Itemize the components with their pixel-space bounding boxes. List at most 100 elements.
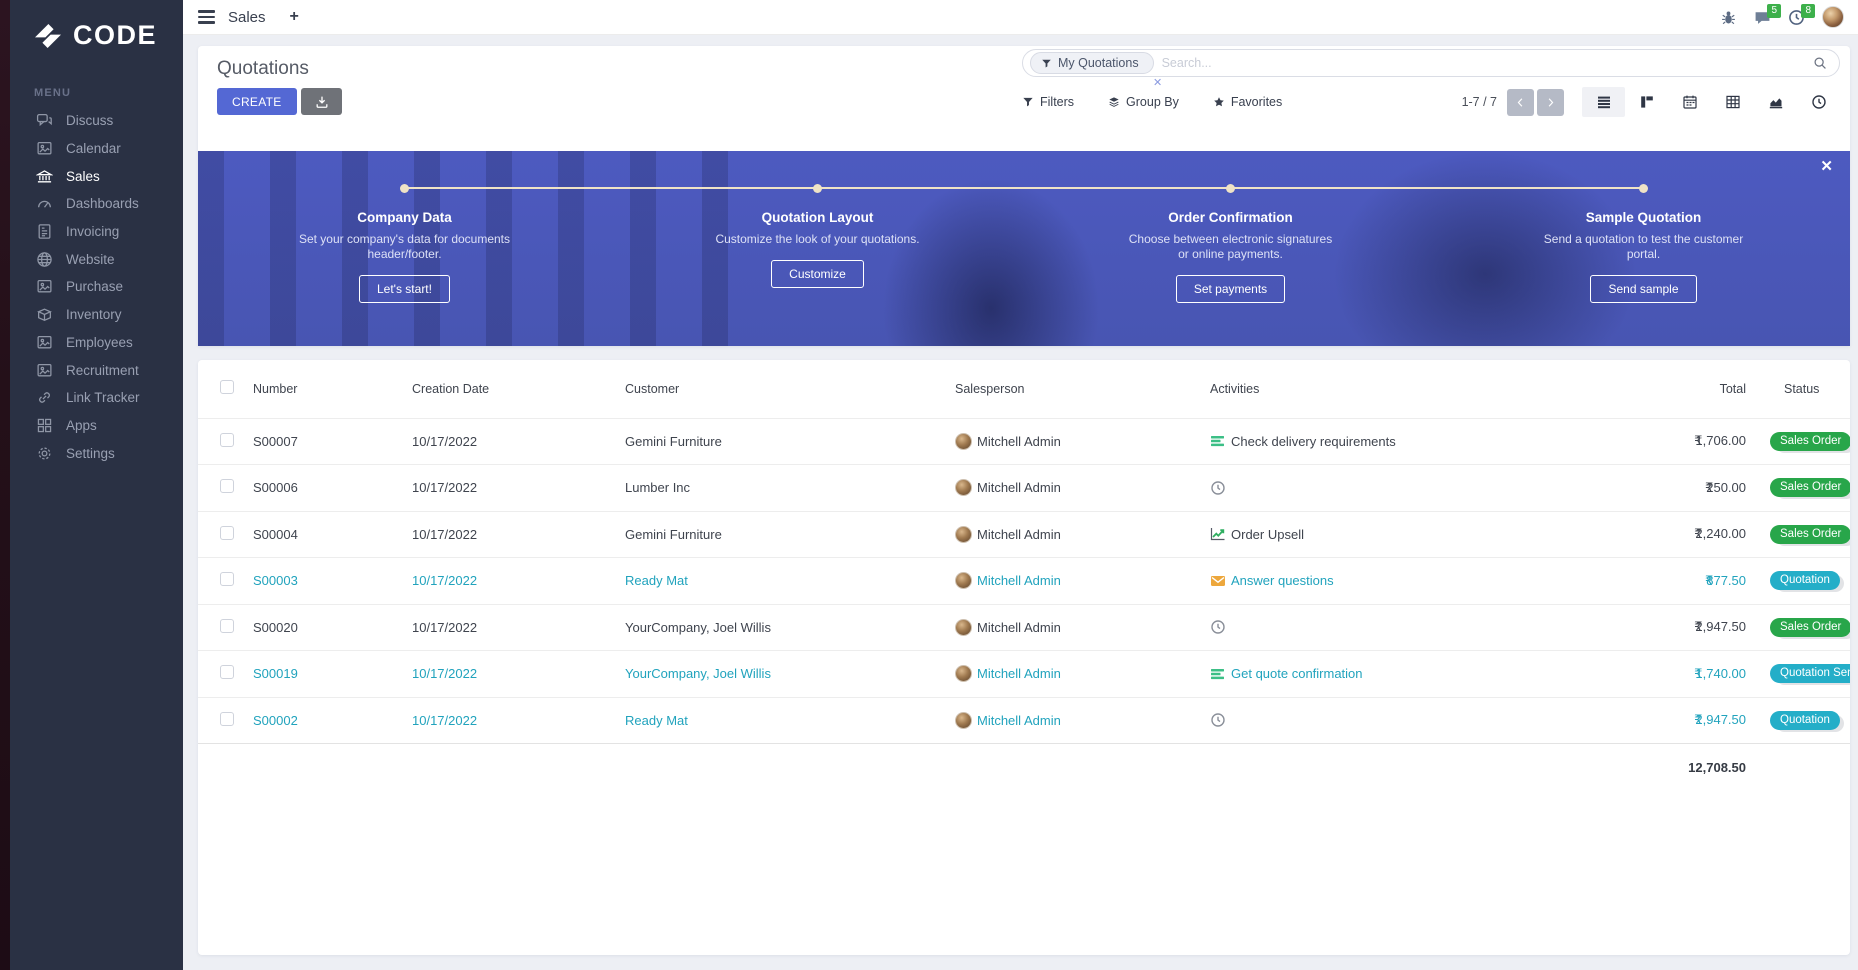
amount-value: 250.00 — [1706, 479, 1746, 495]
sidebar-item-calendar[interactable]: Calendar — [10, 135, 183, 163]
row-checkbox[interactable] — [220, 572, 234, 587]
window-edge-strip — [0, 0, 10, 970]
quotations-table: Number Creation Date Customer Salesperso… — [198, 360, 1850, 791]
activity-clock-icon[interactable]: 8 — [1788, 3, 1815, 26]
sidebar-item-sales[interactable]: Sales — [10, 162, 183, 190]
table-row[interactable]: S00006 10/17/2022 Lumber Inc Mitchell Ad… — [198, 464, 1850, 511]
favorites-label: Favorites — [1230, 95, 1283, 109]
step-action-button[interactable]: Send sample — [1590, 275, 1697, 303]
favorites-button[interactable]: Favorites — [1213, 95, 1282, 109]
app-title[interactable]: Sales — [228, 8, 266, 26]
create-button[interactable]: CREATE — [217, 88, 297, 115]
onboarding-step-quotation-layout: Quotation Layout Customize the look of y… — [611, 151, 1024, 303]
column-header-customer[interactable]: Customer — [625, 381, 680, 396]
cell-activity: Get quote confirmation — [1210, 650, 1510, 697]
quotations-table-panel: Number Creation Date Customer Salesperso… — [198, 360, 1850, 955]
facet-remove-icon[interactable]: ✕ — [1153, 77, 1163, 89]
view-graph-button[interactable] — [1754, 87, 1797, 117]
row-checkbox[interactable] — [220, 432, 234, 447]
sidebar-item-invoicing[interactable]: Invoicing — [10, 218, 183, 246]
row-checkbox[interactable] — [220, 479, 234, 494]
screen-icon — [36, 278, 53, 295]
table-row[interactable]: S00007 10/17/2022 Gemini Furniture Mitch… — [198, 417, 1850, 465]
sidebar-item-employees[interactable]: Employees — [10, 329, 183, 357]
view-calendar-button[interactable] — [1668, 87, 1711, 117]
step-action-button[interactable]: Customize — [771, 260, 864, 288]
cell-number: S00002 — [253, 696, 412, 744]
banner-close-icon[interactable]: ✕ — [1820, 158, 1833, 175]
sidebar-item-label: Dashboards — [66, 196, 139, 212]
user-avatar[interactable] — [1822, 6, 1844, 28]
table-row[interactable]: S00004 10/17/2022 Gemini Furniture Mitch… — [198, 510, 1850, 558]
sidebar-item-discuss[interactable]: Discuss — [10, 107, 183, 135]
step-action-button[interactable]: Let's start! — [359, 275, 450, 303]
table-row[interactable]: S00019 10/17/2022 YourCompany, Joel Will… — [198, 650, 1850, 697]
cell-creation-date: 10/17/2022 — [412, 557, 625, 604]
currency-symbol: ₹ — [1704, 573, 1714, 589]
row-checkbox[interactable] — [220, 711, 234, 726]
hamburger-menu-icon[interactable] — [198, 10, 215, 24]
activity-tasks-icon[interactable] — [1210, 433, 1226, 449]
salesperson-name: Mitchell Admin — [977, 526, 1061, 542]
activity-clock-icon[interactable] — [1210, 480, 1226, 496]
row-checkbox[interactable] — [220, 525, 234, 540]
sidebar-item-dashboards[interactable]: Dashboards — [10, 190, 183, 218]
sidebar-item-apps[interactable]: Apps — [10, 412, 183, 440]
select-all-checkbox[interactable] — [220, 380, 234, 395]
view-activity-button[interactable] — [1797, 87, 1840, 117]
add-tab-button[interactable]: + — [289, 8, 299, 25]
cell-number: S00004 — [253, 510, 412, 558]
sidebar-item-settings[interactable]: Settings — [10, 439, 183, 467]
table-row[interactable]: S00020 10/17/2022 YourCompany, Joel Will… — [198, 603, 1850, 651]
activity-chart-icon[interactable] — [1210, 526, 1226, 542]
brand-logo[interactable]: CODE — [10, 0, 183, 51]
cell-total: ₹2,947.50 — [1510, 603, 1748, 651]
export-download-button[interactable] — [301, 88, 342, 115]
activity-tasks-icon[interactable] — [1210, 666, 1226, 682]
screen-icon — [36, 334, 53, 351]
sidebar-item-purchase[interactable]: Purchase — [10, 273, 183, 301]
table-row[interactable]: S00003 10/17/2022 Ready Mat Mitchell Adm… — [198, 557, 1850, 604]
cell-customer: Gemini Furniture — [625, 510, 955, 558]
search-facet-my-quotations[interactable]: My Quotations — [1030, 52, 1154, 74]
table-row[interactable]: S00002 10/17/2022 Ready Mat Mitchell Adm… — [198, 696, 1850, 744]
debug-bug-icon[interactable] — [1720, 9, 1737, 26]
activity-mail-icon[interactable] — [1210, 573, 1226, 589]
sidebar-item-label: Discuss — [66, 113, 114, 129]
row-checkbox[interactable] — [220, 665, 234, 680]
search-magnifier-icon[interactable] — [1813, 56, 1827, 70]
column-header-activities[interactable]: Activities — [1210, 381, 1260, 396]
pager-previous-button[interactable] — [1507, 88, 1534, 116]
column-header-salesperson[interactable]: Salesperson — [955, 381, 1025, 396]
view-list-button[interactable] — [1582, 87, 1625, 117]
view-kanban-button[interactable] — [1625, 87, 1668, 117]
row-checkbox[interactable] — [220, 618, 234, 633]
search-bar[interactable]: My Quotations ✕ — [1022, 49, 1840, 89]
column-header-creation-date[interactable]: Creation Date — [412, 381, 490, 396]
messages-icon[interactable]: 5 — [1754, 3, 1781, 26]
currency-symbol: ₹ — [1694, 527, 1703, 543]
activity-clock-icon[interactable] — [1210, 712, 1226, 728]
step-dot-icon — [1639, 184, 1648, 193]
chevron-left-icon — [1515, 97, 1526, 108]
filters-button[interactable]: Filters — [1022, 95, 1074, 109]
groupby-button[interactable]: Group By — [1108, 95, 1179, 109]
step-action-button[interactable]: Set payments — [1175, 275, 1286, 303]
pager-next-button[interactable] — [1537, 88, 1564, 116]
activity-clock-icon[interactable] — [1210, 619, 1226, 635]
step-title: Order Confirmation — [1168, 210, 1293, 225]
groupby-label: Group By — [1126, 95, 1179, 109]
sidebar-item-inventory[interactable]: Inventory — [10, 301, 183, 329]
onboarding-timeline — [404, 187, 1644, 189]
salesperson-name: Mitchell Admin — [977, 619, 1061, 635]
sidebar-item-recruitment[interactable]: Recruitment — [10, 356, 183, 384]
cell-customer: Gemini Furniture — [625, 417, 955, 465]
column-header-status[interactable]: Status — [1784, 381, 1820, 396]
sidebar-item-link-tracker[interactable]: Link Tracker — [10, 384, 183, 412]
column-header-total[interactable]: Total — [1719, 381, 1746, 396]
view-pivot-button[interactable] — [1711, 87, 1754, 117]
column-header-number[interactable]: Number — [253, 381, 298, 396]
status-badge: Quotation — [1770, 571, 1840, 591]
search-input[interactable] — [1161, 56, 1813, 70]
sidebar-item-website[interactable]: Website — [10, 245, 183, 273]
